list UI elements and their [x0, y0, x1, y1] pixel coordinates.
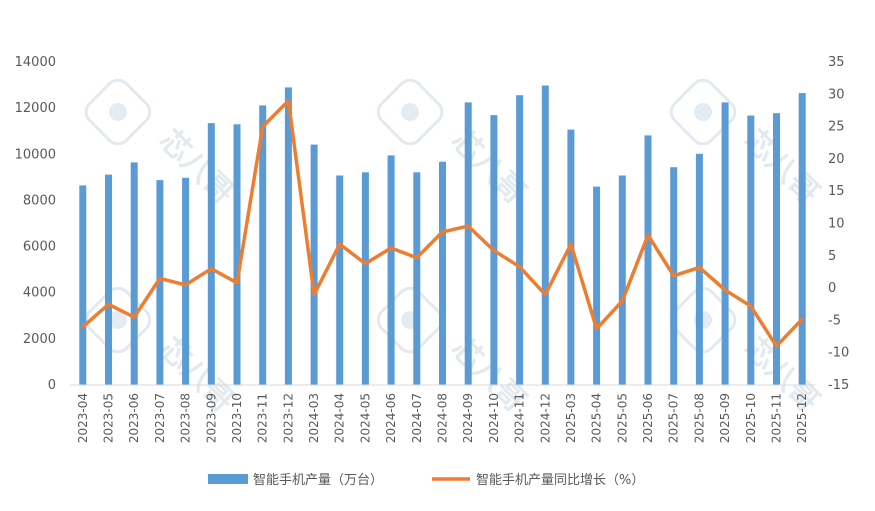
watermark-logo-dot: [109, 311, 127, 329]
watermark-text: 芯八哥: [152, 123, 240, 211]
y-right-tick-label: 15: [828, 184, 845, 199]
x-tick-label: 2024-06: [384, 393, 398, 443]
right-axis-ticks: -15 -10 -5 0 5 10 15 20 25 30 35: [828, 55, 849, 393]
y-right-tick-label: 30: [828, 87, 845, 102]
line-series: [81, 99, 804, 348]
legend-line-label: 智能手机产量同比增长（%）: [476, 473, 644, 488]
bar: [336, 175, 344, 385]
y-left-tick-label: 8000: [23, 193, 56, 208]
x-tick-label: 2024-08: [436, 393, 450, 443]
x-tick-label: 2024-03: [307, 393, 321, 443]
watermark-logo-icon: [669, 78, 737, 146]
bar: [130, 162, 138, 385]
x-tick-label: 2025-09: [718, 393, 732, 443]
watermark: 芯八哥: [376, 78, 533, 211]
legend-bar-swatch: [208, 474, 248, 484]
x-tick-label: 2025-10: [744, 393, 758, 443]
bar: [413, 172, 421, 385]
bar: [79, 185, 87, 385]
x-tick-label: 2025-03: [564, 393, 578, 443]
bar: [310, 144, 318, 385]
legend: 智能手机产量（万台） 智能手机产量同比增长（%）: [208, 473, 644, 488]
bar: [284, 87, 292, 386]
x-tick-label: 2025-05: [615, 393, 629, 443]
x-tick-label: 2023-09: [204, 393, 218, 443]
bar: [156, 180, 164, 385]
y-right-tick-label: -5: [828, 313, 841, 328]
bar: [207, 123, 215, 385]
x-tick-label: 2025-07: [667, 393, 681, 443]
bar: [361, 172, 369, 385]
x-tick-label: 2025-11: [769, 393, 783, 443]
bar: [747, 115, 755, 385]
x-tick-label: 2025-06: [641, 393, 655, 443]
bar: [721, 102, 729, 386]
y-left-tick-label: 6000: [23, 240, 56, 255]
bar: [567, 129, 575, 385]
bar: [233, 124, 241, 386]
x-tick-label: 2023-07: [153, 393, 167, 443]
bar: [644, 135, 652, 385]
x-tick-label: 2023-06: [127, 393, 141, 443]
x-tick-label: 2023-10: [230, 393, 244, 443]
x-tick-label: 2025-04: [590, 393, 604, 443]
y-right-tick-label: 0: [828, 281, 836, 296]
bar: [773, 113, 780, 385]
bar: [387, 155, 395, 385]
bar: [105, 174, 112, 385]
x-tick-label: 2025-12: [795, 393, 809, 443]
watermark-logo-dot: [401, 103, 419, 121]
bar: [439, 161, 446, 385]
y-right-tick-label: 10: [828, 217, 845, 232]
watermark-logo-dot: [109, 103, 127, 121]
x-tick-label: 2024-05: [358, 393, 372, 443]
watermark-logo-icon: [669, 286, 737, 354]
x-tick-label: 2024-10: [487, 393, 501, 443]
y-left-tick-label: 12000: [15, 101, 56, 116]
y-right-tick-label: 35: [828, 55, 845, 70]
x-tick-label: 2023-12: [281, 393, 295, 443]
y-left-tick-label: 14000: [15, 55, 56, 70]
bar: [259, 105, 267, 386]
y-left-tick-label: 4000: [23, 286, 56, 301]
y-right-tick-label: -10: [828, 346, 849, 361]
x-tick-label: 2023-08: [179, 393, 193, 443]
y-left-tick-label: 2000: [23, 332, 56, 347]
bar-series: [79, 85, 806, 386]
y-left-tick-label: 10000: [15, 147, 56, 162]
y-right-tick-label: 25: [828, 120, 845, 135]
x-axis-ticks: 2023-04 2023-05 2023-06 2023-07 2023-08 2023-…: [76, 393, 809, 443]
y-right-tick-label: 5: [828, 249, 836, 264]
x-tick-label: 2024-09: [461, 393, 475, 443]
x-tick-label: 2025-08: [692, 393, 706, 443]
x-tick-label: 2023-11: [256, 393, 270, 443]
y-left-tick-label: 0: [48, 378, 56, 393]
bar: [516, 95, 524, 385]
growth-line: [81, 99, 804, 348]
bar: [798, 93, 806, 385]
watermark-logo-dot: [694, 103, 712, 121]
bar: [618, 175, 626, 385]
bar: [541, 85, 549, 385]
x-tick-label: 2023-04: [76, 393, 90, 443]
bar: [464, 102, 472, 386]
watermark-logo-icon: [84, 78, 152, 146]
x-tick-label: 2024-11: [513, 393, 527, 443]
y-right-tick-label: -15: [828, 378, 849, 393]
bar: [593, 186, 601, 385]
bar: [182, 177, 190, 385]
legend-bar-label: 智能手机产量（万台）: [253, 473, 383, 488]
x-tick-label: 2024-04: [333, 393, 347, 443]
x-tick-label: 2024-07: [410, 393, 424, 443]
x-tick-label: 2024-12: [538, 393, 552, 443]
y-right-tick-label: 20: [828, 152, 845, 167]
left-axis-ticks: 0 2000 4000 6000 8000 10000 12000 14000: [15, 55, 56, 393]
watermark-logo-icon: [376, 78, 444, 146]
x-tick-label: 2023-05: [102, 393, 116, 443]
